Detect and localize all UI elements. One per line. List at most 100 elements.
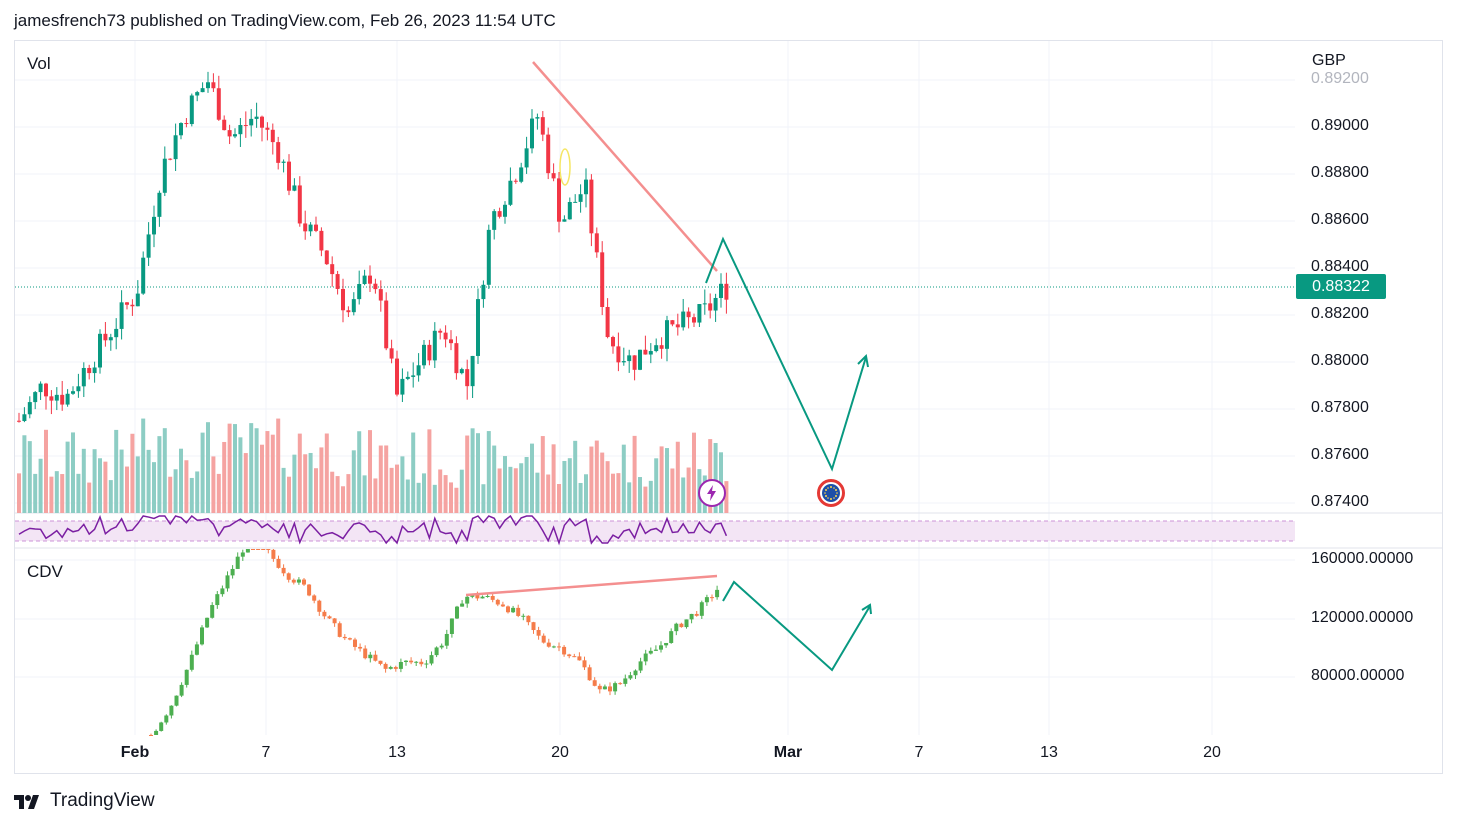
- volume-bar: [341, 486, 345, 513]
- candle-body: [146, 234, 151, 258]
- candle-body: [578, 194, 583, 202]
- candle-body: [616, 346, 621, 363]
- volume-bar: [454, 487, 459, 513]
- volume-bar: [530, 443, 534, 513]
- cdv-candle: [659, 645, 663, 650]
- candle-body: [141, 257, 146, 294]
- cdv-candle: [332, 618, 337, 624]
- candle-body: [22, 414, 27, 422]
- candle-body: [373, 283, 378, 290]
- cdv-axis-tick: 120000.00000: [1311, 609, 1414, 626]
- volume-bar: [627, 482, 632, 513]
- candle-body: [621, 361, 626, 363]
- volume-bar: [470, 428, 475, 513]
- cdv-candle: [500, 604, 505, 607]
- volume-bar: [44, 429, 48, 513]
- candle-body: [114, 328, 119, 338]
- volume-bar: [249, 423, 254, 513]
- volume-bar: [557, 483, 561, 513]
- volume-bar: [292, 454, 297, 513]
- volume-bar: [611, 473, 615, 513]
- cdv-candle: [664, 642, 669, 646]
- cdv-candle: [210, 605, 215, 618]
- candle-body: [497, 211, 502, 217]
- volume-bar: [324, 433, 329, 513]
- volume-bar: [476, 433, 480, 513]
- cdv-candle: [189, 654, 194, 670]
- lightning-event-icon[interactable]: [698, 479, 726, 507]
- volume-bar: [551, 444, 556, 513]
- cdv-candle: [572, 656, 577, 658]
- volume-bar: [81, 448, 86, 513]
- cdv-axis-tick: 160000.00000: [1311, 550, 1414, 567]
- cdv-candle: [200, 627, 204, 645]
- eu-flag-event-icon[interactable]: [817, 479, 845, 507]
- cdv-candle: [312, 595, 317, 601]
- candle-body: [135, 293, 140, 307]
- volume-bar: [260, 444, 264, 513]
- volume-bar: [616, 473, 621, 513]
- candle-body: [476, 299, 480, 356]
- cdv-candle: [358, 646, 363, 649]
- cdv-candle: [674, 623, 679, 632]
- footer: TradingView: [14, 790, 155, 812]
- candle-body: [103, 333, 108, 341]
- candle-body: [659, 345, 664, 349]
- candle-body: [675, 324, 680, 328]
- cdv-candle: [266, 549, 271, 550]
- volume-bar: [227, 423, 232, 513]
- candle-body: [411, 375, 416, 377]
- cdv-candle: [429, 655, 434, 664]
- candle-body: [513, 180, 518, 182]
- candle-body: [76, 386, 81, 392]
- volume-bar: [135, 456, 140, 513]
- cdv-candle: [205, 617, 210, 628]
- candle-body: [686, 311, 691, 318]
- candle-body: [17, 420, 21, 422]
- candle-body: [443, 332, 448, 340]
- candle-body: [351, 299, 356, 313]
- cdv-candle: [618, 683, 623, 685]
- volume-bar: [276, 418, 281, 513]
- volume-bar: [648, 480, 653, 513]
- volume-bar: [524, 457, 529, 513]
- candle-body: [427, 344, 432, 361]
- footer-brand[interactable]: TradingView: [50, 790, 155, 811]
- volume-bar: [206, 422, 210, 513]
- price-axis-tick: 0.88200: [1311, 305, 1369, 322]
- volume-bar: [427, 429, 432, 513]
- candle-body: [108, 337, 113, 341]
- volume-bar: [168, 476, 173, 513]
- volume-bar: [621, 444, 626, 513]
- volume-bar: [368, 430, 372, 513]
- candle-body: [459, 369, 464, 374]
- cdv-candle: [159, 722, 164, 731]
- candle-body: [648, 351, 653, 355]
- price-axis-tick: 0.87600: [1311, 446, 1369, 463]
- cdv-candle: [531, 622, 536, 631]
- cdv-candle: [623, 678, 628, 684]
- vol-pane-label: Vol: [27, 54, 51, 73]
- cdv-candle: [261, 549, 266, 550]
- volume-bar: [114, 429, 119, 513]
- chart-frame: [14, 40, 1443, 774]
- volume-bar: [87, 482, 92, 513]
- volume-bar: [357, 431, 362, 513]
- price-axis-tick: 0.88800: [1311, 164, 1369, 181]
- price-trendline: [532, 61, 718, 272]
- volume-bar: [103, 461, 108, 513]
- volume-bar: [519, 463, 524, 513]
- cdv-candle: [602, 686, 607, 690]
- cdv-candle: [526, 615, 531, 623]
- price-axis-tick: 0.87800: [1311, 399, 1369, 416]
- cdv-candle: [149, 735, 153, 736]
- cdv-pane-label: CDV: [27, 562, 63, 581]
- volume-bar: [659, 446, 664, 513]
- candle-body: [503, 204, 507, 217]
- cdv-candle: [154, 730, 159, 735]
- volume-bar: [416, 482, 421, 513]
- volume-bar: [373, 478, 378, 513]
- candle-body: [519, 167, 524, 182]
- candle-body: [368, 275, 372, 284]
